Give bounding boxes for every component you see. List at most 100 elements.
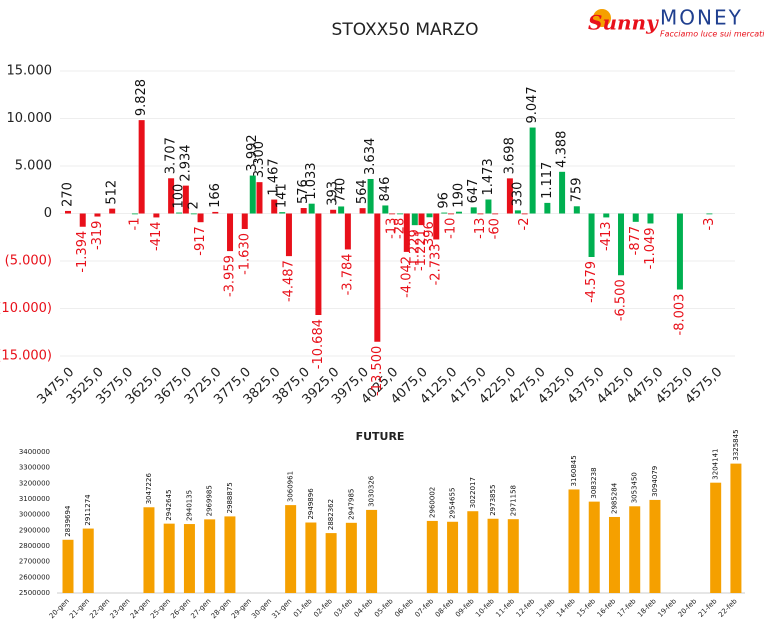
data-label: 3.300 <box>252 141 267 178</box>
bar <box>359 208 366 214</box>
bar <box>477 213 484 215</box>
bar <box>397 213 404 215</box>
y-tick-label: (10.000) <box>0 301 52 316</box>
data-label: 3.698 <box>502 137 517 174</box>
x-tick-label: 10-feb <box>474 597 496 619</box>
bar <box>544 202 551 214</box>
bar <box>507 519 519 593</box>
bar <box>455 211 462 214</box>
bar <box>389 213 396 215</box>
data-label: 3083238 <box>590 467 598 498</box>
data-label: 9.047 <box>525 86 540 123</box>
bar <box>131 213 138 215</box>
data-label: 2947985 <box>347 489 355 520</box>
y-tick-label: 3100000 <box>19 495 50 503</box>
bar <box>506 178 513 214</box>
data-label: -13 <box>473 218 488 239</box>
bar <box>382 205 389 214</box>
bar <box>285 213 292 257</box>
bar <box>138 120 145 214</box>
data-label: 3325845 <box>732 429 740 460</box>
y-tick-label: (15.000) <box>0 349 52 364</box>
data-label: 3160845 <box>570 455 578 486</box>
x-tick-label: 29-gen <box>230 597 253 620</box>
bar <box>227 213 234 252</box>
data-label: -396 <box>422 221 437 251</box>
y-tick-label: 3200000 <box>19 479 50 487</box>
bar <box>168 178 175 214</box>
data-label: 2960002 <box>428 487 436 518</box>
x-tick-label: 16-feb <box>596 597 618 619</box>
y-tick-label: 10.000 <box>7 111 53 126</box>
x-tick-label: 17-feb <box>616 597 638 619</box>
bar <box>79 213 86 227</box>
x-tick-label: 21-feb <box>697 597 719 619</box>
bar <box>338 206 345 214</box>
data-label: -319 <box>90 221 105 251</box>
data-label: -13.500 <box>370 346 385 396</box>
bar <box>163 523 175 593</box>
data-label: -2.733 <box>429 243 444 285</box>
data-label: -414 <box>149 221 164 251</box>
bar <box>433 213 440 240</box>
data-label: 3204141 <box>712 448 720 479</box>
data-label: 2 <box>186 201 201 209</box>
data-label: 1.467 <box>267 158 282 195</box>
bar <box>82 528 94 593</box>
bar <box>529 127 536 214</box>
bar <box>197 213 204 223</box>
bar <box>588 213 595 258</box>
x-tick-label: 03-feb <box>333 597 355 619</box>
bar <box>241 213 248 229</box>
bar <box>441 212 448 214</box>
bar <box>330 209 337 214</box>
x-tick-label: 22-gen <box>88 597 111 620</box>
data-label: 2940135 <box>185 490 193 521</box>
bar <box>676 213 683 290</box>
bar <box>467 511 479 593</box>
data-label: 166 <box>208 183 223 208</box>
x-tick-label: 18-feb <box>636 597 658 619</box>
data-label: 96 <box>437 192 452 209</box>
bar <box>403 213 410 252</box>
chart-title: STOXX50 MARZO <box>332 20 479 40</box>
x-tick-label: 31-gen <box>270 597 293 620</box>
data-label: 3022017 <box>469 477 477 508</box>
data-label: 2973855 <box>489 485 497 516</box>
x-tick-label: 20-feb <box>677 597 699 619</box>
x-tick-label: 15-feb <box>575 597 597 619</box>
data-label: 3047226 <box>145 473 153 505</box>
data-label: 1.473 <box>481 158 496 195</box>
y-tick-label: 2800000 <box>19 542 50 550</box>
bar <box>514 210 521 214</box>
bar <box>706 213 713 215</box>
data-label: -28 <box>393 218 408 239</box>
y-tick-label: 2900000 <box>19 526 50 534</box>
data-label: -13 <box>385 218 400 239</box>
data-label: -6.500 <box>614 279 629 321</box>
data-label: -10.684 <box>311 319 326 369</box>
bar <box>426 213 433 218</box>
data-label: 1.117 <box>540 162 555 199</box>
bar <box>608 516 620 593</box>
bar <box>418 213 425 226</box>
bar <box>470 207 477 214</box>
data-label: -917 <box>193 226 208 256</box>
data-label: 2954655 <box>449 488 457 519</box>
bar <box>629 506 641 593</box>
x-tick-label: 30-gen <box>250 597 273 620</box>
bar <box>730 463 742 593</box>
data-label: -413 <box>599 221 614 251</box>
bar <box>344 213 351 250</box>
data-label: -10 <box>443 218 458 239</box>
data-label: -8.003 <box>672 294 687 336</box>
data-label: -1.229 <box>407 229 422 271</box>
logo-tagline: Facciamo luce sui mercati <box>660 30 764 39</box>
logo: Sunny MONEY Facciamo luce sui mercati <box>588 6 764 39</box>
bar <box>308 203 315 214</box>
bar <box>447 213 454 215</box>
data-label: -877 <box>628 226 643 256</box>
bar <box>447 521 459 593</box>
bar <box>183 524 195 593</box>
